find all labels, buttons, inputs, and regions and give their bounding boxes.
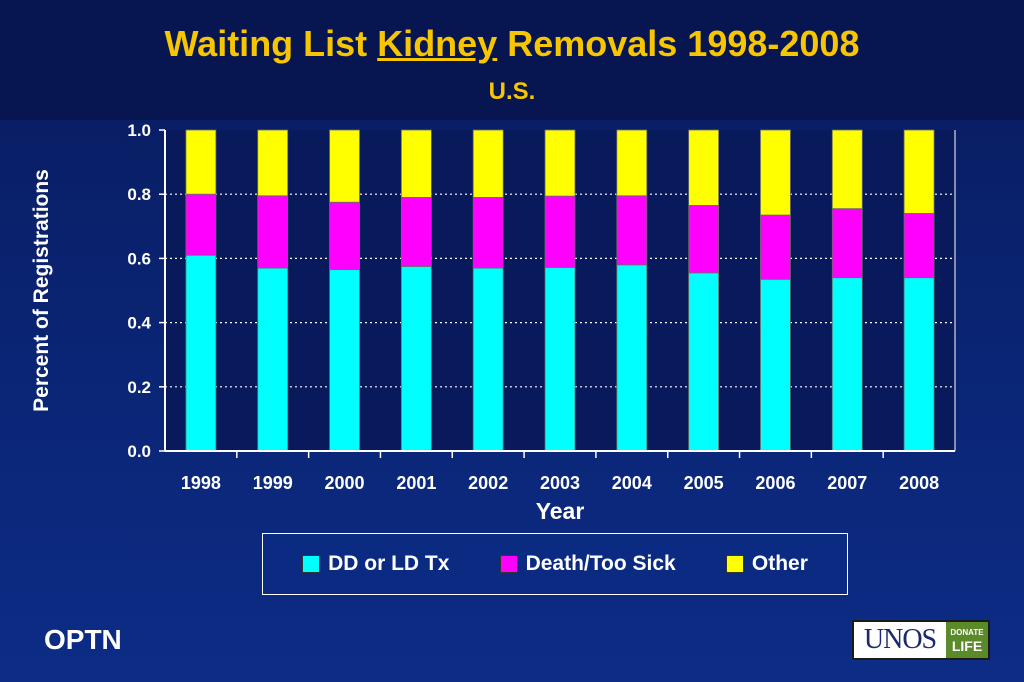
legend-item-dd-ld-tx: DD or LD Tx: [302, 552, 449, 576]
bar-other-2008: [903, 129, 935, 214]
x-tick-label: 2008: [899, 473, 939, 493]
legend-item-death-too-sick: Death/Too Sick: [499, 552, 676, 576]
bar-death-too-sick-2000: [329, 201, 360, 271]
bar-other-1998: [185, 129, 217, 195]
bar-dd-ld-tx-2004: [616, 264, 648, 452]
x-tick-label: 2002: [468, 473, 508, 493]
bar-other-2002: [472, 129, 504, 198]
x-tick-label: 2005: [684, 473, 724, 493]
bar-death-too-sick-2008: [903, 213, 935, 279]
header-band: [0, 0, 1024, 120]
y-axis-title: Percent of Registrations: [30, 169, 53, 412]
unos-logo: UNOS DONATE LIFE: [852, 620, 990, 660]
bar-death-too-sick-2005: [688, 205, 720, 274]
legend-label-death-too-sick: Death/Too Sick: [525, 552, 676, 575]
title-suffix: Removals 1998-2008: [497, 23, 860, 64]
bar-death-too-sick-2004: [616, 195, 648, 266]
bar-dd-ld-tx-2006: [760, 278, 791, 452]
legend-swatch-other: [725, 555, 744, 573]
bar-dd-ld-tx-2008: [903, 277, 935, 452]
bar-dd-ld-tx-2005: [688, 272, 720, 452]
y-tick-label: 0.4: [127, 314, 151, 333]
y-tick-label: 0.8: [127, 185, 151, 204]
y-tick-label: 0.2: [127, 378, 151, 397]
x-tick-label: 2007: [827, 473, 867, 493]
donate-life-badge: DONATE LIFE: [946, 622, 988, 658]
stacked-bar-chart: 0.0 0.2 0.4 0.6 0.8 1.0 1998 1999 2000 2001 2002 20…: [30, 121, 956, 524]
bar-other-2001: [400, 129, 432, 198]
x-tick-label: 2004: [612, 473, 652, 493]
title-keyword: Kidney: [377, 23, 498, 64]
bar-death-too-sick-2002: [472, 197, 504, 269]
bar-dd-ld-tx-2007: [831, 277, 863, 452]
bar-death-too-sick-2006: [760, 214, 791, 280]
bar-death-too-sick-1998: [185, 193, 217, 256]
org-label: OPTN: [44, 624, 122, 655]
bar-other-1999: [257, 129, 289, 197]
bar-death-too-sick-2003: [544, 195, 576, 268]
legend-label-other: Other: [751, 552, 808, 575]
x-tick-label: 1998: [181, 473, 221, 493]
bar-other-2004: [616, 129, 648, 197]
bar-death-too-sick-2001: [400, 197, 432, 267]
bar-dd-ld-tx-2001: [400, 266, 432, 452]
bar-dd-ld-tx-2002: [472, 267, 504, 452]
x-tick-label: 1999: [253, 473, 293, 493]
y-tick-label: 0.6: [127, 249, 151, 268]
bar-other-2007: [831, 129, 863, 210]
x-axis-title: Year: [536, 498, 585, 524]
chart-legend: DD or LD Tx Death/Too Sick Other: [262, 533, 848, 595]
logo-text: UNOS: [854, 622, 946, 658]
bar-other-2006: [760, 129, 791, 216]
page-subtitle: U.S.: [488, 78, 536, 105]
bar-dd-ld-tx-1999: [257, 267, 289, 452]
legend-label-dd-ld-tx: DD or LD Tx: [328, 552, 450, 575]
bar-other-2005: [688, 129, 720, 206]
page-title: Waiting List Kidney Removals 1998-2008: [0, 24, 1024, 64]
x-tick-label: 2000: [325, 473, 365, 493]
bar-dd-ld-tx-1998: [185, 254, 217, 452]
legend-swatch-death-too-sick: [499, 555, 518, 573]
title-prefix: Waiting List: [164, 23, 378, 64]
legend-swatch-dd-ld-tx: [302, 555, 321, 573]
bar-death-too-sick-2007: [831, 208, 863, 279]
bar-death-too-sick-1999: [257, 195, 289, 269]
bar-other-2003: [544, 129, 576, 197]
badge-line-1: DONATE: [950, 627, 984, 637]
x-tick-label: 2001: [396, 473, 436, 493]
y-tick-label: 1.0: [127, 121, 151, 140]
x-tick-label: 2006: [755, 473, 795, 493]
y-tick-label: 0.0: [127, 442, 151, 461]
bar-other-2000: [329, 129, 360, 203]
badge-line-2: LIFE: [951, 637, 983, 654]
x-tick-label: 2003: [540, 473, 580, 493]
bar-dd-ld-tx-2003: [544, 266, 576, 452]
bar-dd-ld-tx-2000: [329, 269, 360, 452]
legend-item-other: Other: [725, 552, 808, 576]
